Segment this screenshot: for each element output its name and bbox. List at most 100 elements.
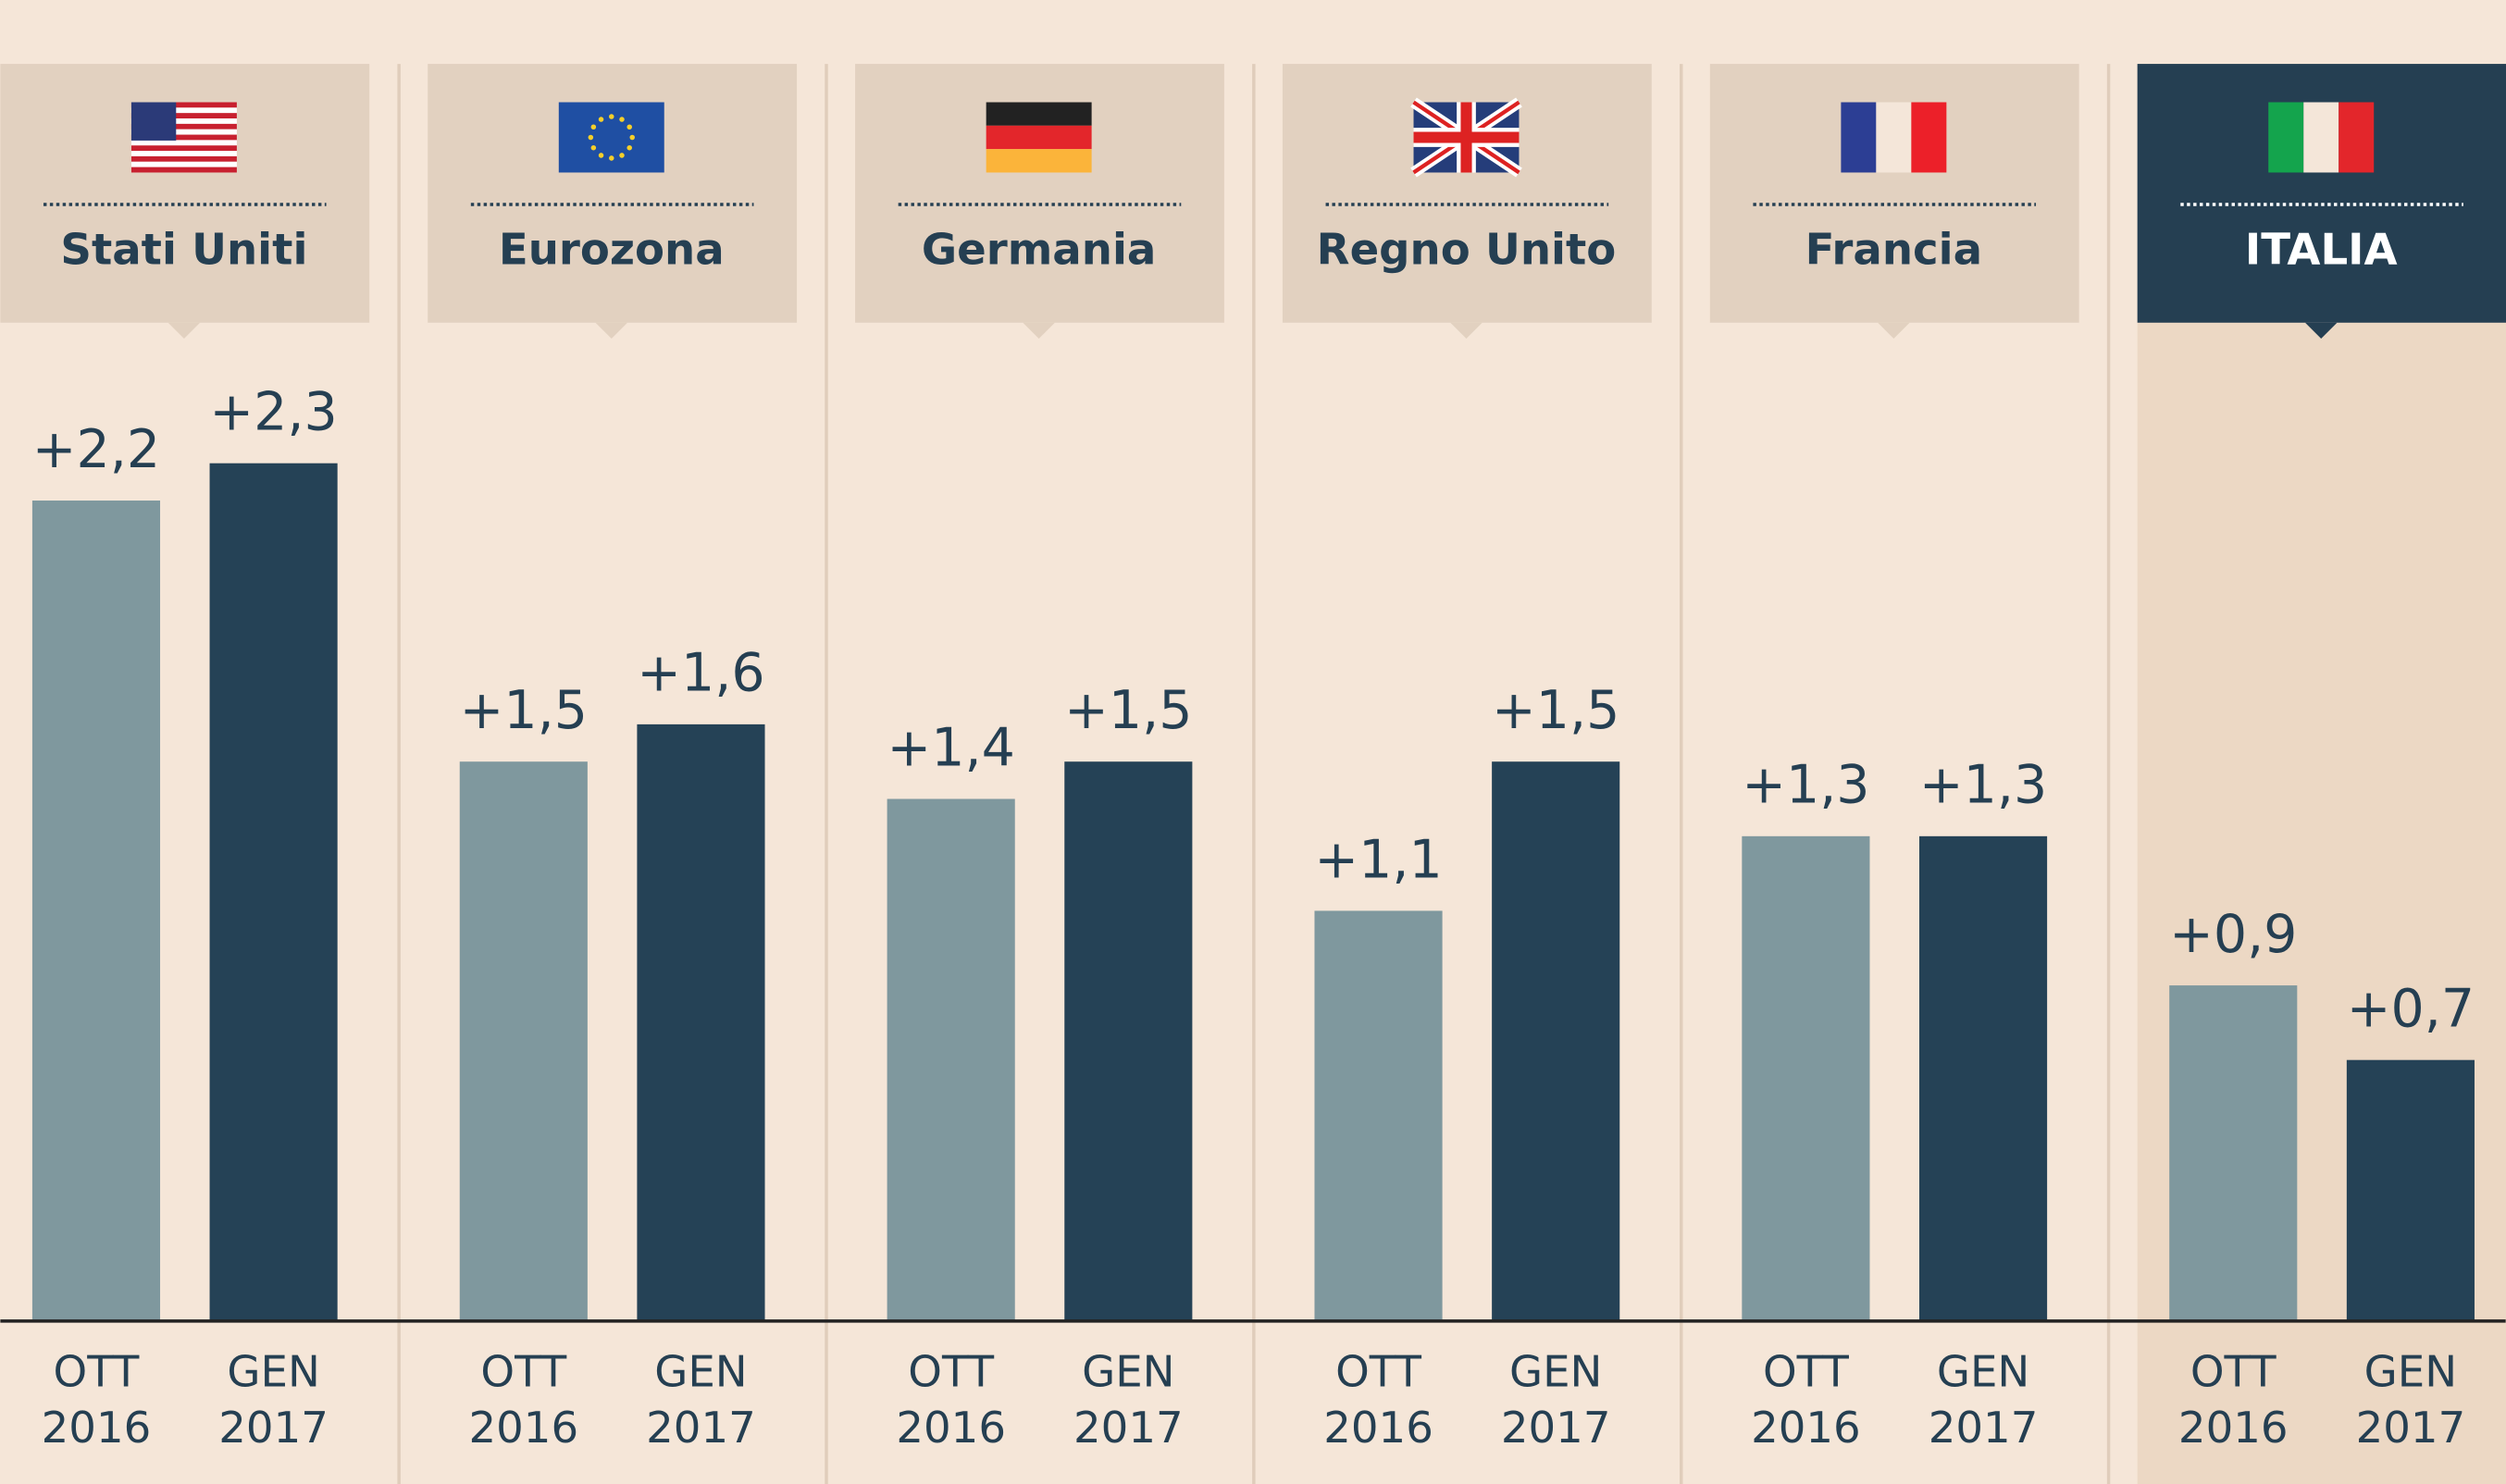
value-label: +1,6	[637, 643, 764, 704]
bar	[459, 761, 588, 1321]
flag-star	[588, 134, 594, 141]
x-label-box: GEN 2017	[1500, 1348, 1611, 1454]
bar	[1918, 835, 2048, 1321]
flag-stripe	[130, 113, 237, 119]
flag-field	[558, 102, 664, 173]
flag-stripe	[2268, 102, 2304, 173]
x-label-box: OTT 2016	[41, 1348, 152, 1454]
value-label: +1,1	[1314, 829, 1442, 890]
flag-star	[629, 134, 635, 141]
x-tick-label: OTT 2016	[468, 1348, 579, 1454]
flag-stripe	[130, 102, 237, 108]
value-label: +1,4	[887, 717, 1015, 778]
flag-star	[590, 144, 597, 151]
header-pointer	[167, 322, 201, 340]
x-tick-label: GEN 2017	[218, 1348, 329, 1454]
flag-stripe	[130, 167, 237, 173]
flag-stripe	[986, 149, 1092, 173]
x-tick-label: GEN 2017	[1928, 1348, 2039, 1454]
header-pointer	[595, 322, 628, 340]
flag-star	[609, 155, 614, 161]
header-pointer	[1023, 322, 1055, 340]
x-tick-label: GEN 2017	[1073, 1348, 1184, 1454]
bar	[1492, 761, 1620, 1321]
category-label: ITALIA	[2245, 224, 2398, 274]
bar	[31, 501, 161, 1321]
flag-stripe	[130, 155, 237, 162]
bar	[1064, 761, 1193, 1321]
bar	[209, 463, 338, 1321]
flag-star	[619, 117, 625, 122]
x-label-box: OTT 2016	[896, 1348, 1006, 1454]
x-label-box: OTT 2016	[2177, 1348, 2289, 1454]
value-label: +1,3	[1742, 755, 1869, 816]
x-tick-label: OTT 2016	[41, 1348, 152, 1454]
flag	[558, 102, 664, 173]
x-tick-label: OTT 2016	[2177, 1348, 2289, 1454]
x-label-box: GEN 2017	[1928, 1348, 2039, 1454]
flag-star	[598, 153, 604, 158]
x-tick-label: GEN 2017	[1500, 1348, 1611, 1454]
flag	[1410, 97, 1522, 178]
flag	[1841, 102, 1947, 173]
flag-stripe	[130, 145, 237, 152]
value-label: +1,5	[460, 680, 588, 741]
value-label: +2,3	[209, 382, 337, 443]
x-label-box: GEN 2017	[2355, 1348, 2466, 1454]
category-label: Germania	[922, 224, 1156, 274]
value-label: +1,3	[1919, 755, 2047, 816]
flag-stripe	[2303, 102, 2339, 173]
flag-stripe	[2339, 102, 2375, 173]
header-pointer	[1450, 322, 1483, 340]
category-label: Eurozona	[499, 224, 725, 274]
x-tick-label: OTT 2016	[1323, 1348, 1433, 1454]
flag	[130, 102, 237, 173]
flag-stripe	[130, 151, 237, 156]
bar	[1314, 910, 1443, 1321]
flag-stripe	[130, 107, 237, 114]
x-tick-label: OTT 2016	[896, 1348, 1006, 1454]
category-label: Francia	[1805, 224, 1983, 274]
flag-star	[598, 117, 604, 122]
flag-stripe	[130, 123, 237, 130]
flag-stripe	[130, 140, 237, 146]
flag-star	[626, 144, 632, 151]
flag-star	[619, 153, 625, 158]
flag	[986, 102, 1092, 173]
flag-star	[609, 114, 614, 119]
flag-stripe	[986, 125, 1092, 150]
header-pointer	[2304, 322, 2338, 340]
x-tick-label: GEN 2017	[2355, 1348, 2466, 1454]
flag-stripe	[130, 161, 237, 167]
flag-cross-red	[1413, 102, 1520, 173]
flag-star	[590, 124, 597, 130]
bar	[2346, 1059, 2475, 1321]
flag-stripe	[130, 134, 237, 141]
category-label: Stati Uniti	[60, 224, 307, 274]
bar	[637, 723, 765, 1321]
flag	[2268, 102, 2375, 173]
category-label: Regno Unito	[1317, 224, 1617, 274]
flag-canton	[130, 102, 177, 141]
value-label: +2,2	[32, 419, 160, 480]
value-label: +0,7	[2347, 979, 2475, 1040]
bar	[887, 798, 1015, 1321]
x-label-box: OTT 2016	[1751, 1348, 1861, 1454]
x-label-box: OTT 2016	[468, 1348, 579, 1454]
flag-stripe	[130, 129, 237, 135]
x-tick-label: OTT 2016	[1751, 1348, 1861, 1454]
bar	[2169, 985, 2298, 1321]
header-pointer	[1878, 322, 1910, 340]
flag-stripe	[986, 102, 1092, 126]
value-label: +1,5	[1064, 680, 1192, 741]
x-label-box: GEN 2017	[218, 1348, 329, 1454]
x-label-box: OTT 2016	[1323, 1348, 1433, 1454]
value-label: +0,9	[2169, 904, 2297, 965]
value-label: +1,5	[1492, 680, 1619, 741]
flag-stripe	[1841, 102, 1877, 173]
flag-stripe	[1876, 102, 1912, 173]
flag-star	[626, 124, 632, 130]
x-label-box: GEN 2017	[646, 1348, 756, 1453]
